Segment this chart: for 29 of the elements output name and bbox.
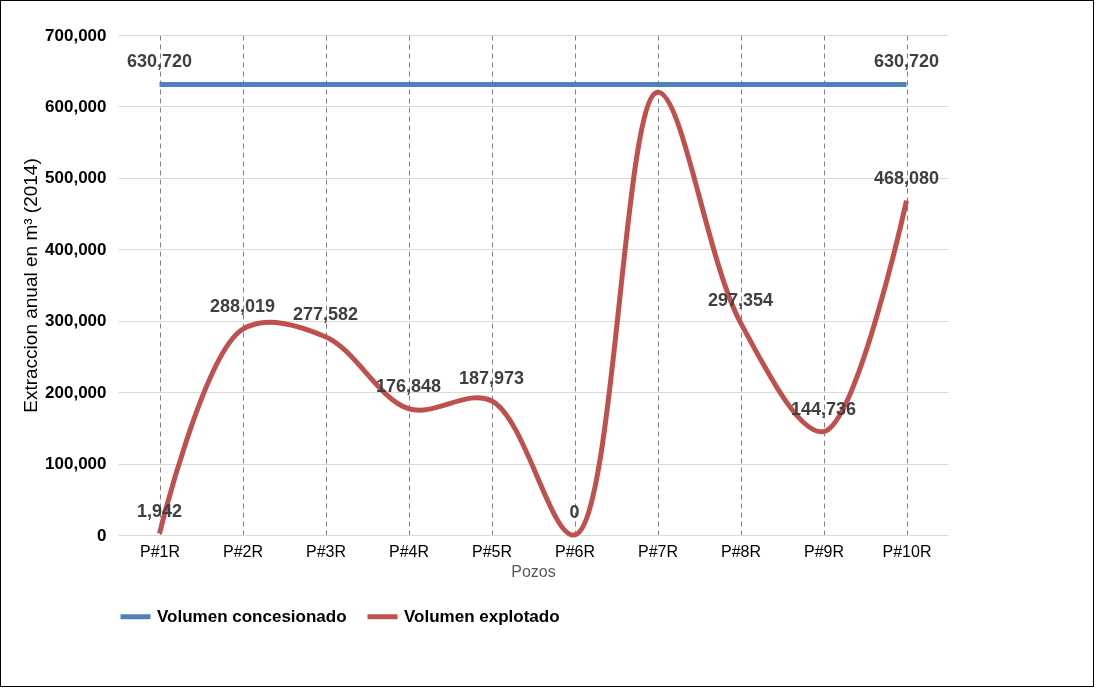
y-tick-label: 400,000	[45, 239, 107, 259]
y-tick-label: 200,000	[45, 382, 107, 402]
y-tick-label: 500,000	[45, 168, 107, 188]
data-label: 288,019	[209, 296, 276, 317]
data-label: 468,080	[873, 167, 940, 188]
x-tick-label: P#9R	[803, 542, 845, 560]
x-axis-title: Pozos	[511, 562, 556, 580]
data-label: 630,720	[873, 51, 940, 72]
x-tick-label: P#7R	[637, 542, 679, 560]
y-tick-label: 600,000	[45, 96, 107, 116]
legend-label: Volumen explotado	[404, 606, 560, 626]
x-tick-label: P#8R	[720, 542, 762, 560]
y-axis-title: Extraccion anual en m³ (2014)	[20, 158, 42, 413]
y-tick-label: 0	[97, 525, 107, 545]
x-tick-label: P#3R	[305, 542, 347, 560]
data-label: 277,582	[292, 303, 359, 324]
data-label: 187,973	[458, 367, 525, 388]
y-tick-label: 300,000	[45, 311, 107, 331]
x-tick-label: P#5R	[471, 542, 513, 560]
x-tick-label: P#1R	[139, 542, 181, 560]
legend-label: Volumen concesionado	[157, 606, 347, 626]
x-tick-label: P#4R	[388, 542, 430, 560]
y-tick-label: 100,000	[45, 454, 107, 474]
data-label: 630,720	[126, 51, 193, 72]
x-tick-label: P#2R	[222, 542, 264, 560]
data-label: 0	[569, 502, 580, 522]
x-tick-label: P#10R	[882, 542, 932, 560]
y-tick-label: 700,000	[45, 25, 107, 45]
x-tick-label: P#6R	[554, 542, 596, 560]
